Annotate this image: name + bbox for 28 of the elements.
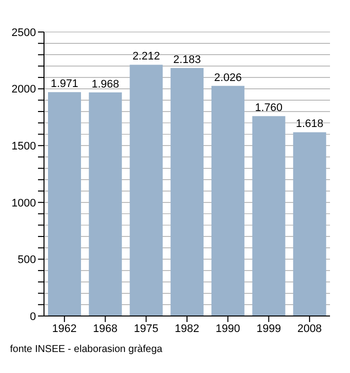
x-tick-label: 1990 — [216, 322, 240, 335]
y-tick-label: 1500 — [12, 140, 36, 153]
y-tick-label: 1000 — [12, 197, 36, 210]
data-label: 2.183 — [173, 54, 201, 66]
x-tick-label: 1962 — [52, 322, 77, 335]
x-tick-label: 2008 — [297, 322, 322, 335]
bar — [211, 86, 244, 316]
y-tick-label: 2500 — [12, 26, 36, 39]
bar — [130, 64, 163, 316]
bar — [293, 132, 326, 316]
data-label: 1.760 — [255, 102, 283, 114]
x-tick-label: 1975 — [134, 322, 158, 335]
data-label: 2.026 — [214, 72, 242, 84]
bar — [170, 68, 204, 316]
y-tick-label: 0 — [30, 310, 36, 323]
bar — [252, 116, 286, 316]
data-label: 1.968 — [92, 78, 120, 90]
data-label: 1.971 — [50, 78, 78, 90]
x-tick-label: 1999 — [256, 322, 281, 335]
data-label: 1.618 — [296, 118, 324, 130]
source-note: fonte INSEE - elaborasion gràfega — [10, 344, 164, 355]
x-tick-label: 1968 — [93, 322, 118, 335]
bar — [88, 92, 122, 316]
y-tick-label: 500 — [18, 254, 36, 266]
bar — [48, 92, 81, 316]
data-label: 2.212 — [132, 50, 160, 63]
y-tick-label: 2000 — [12, 84, 36, 96]
x-tick-label: 1982 — [174, 322, 200, 335]
